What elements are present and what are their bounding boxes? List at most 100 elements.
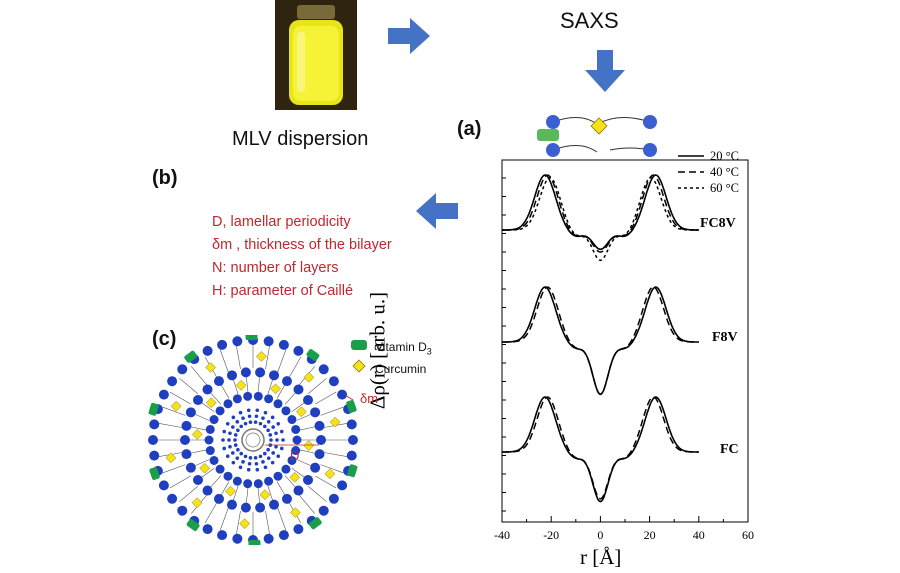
headgroup [243, 391, 253, 401]
headgroup [293, 524, 304, 535]
inner-headgroup [255, 408, 260, 413]
legend-dashed-swatch [678, 171, 704, 173]
headgroup [255, 367, 266, 378]
headgroup [202, 345, 213, 356]
headgroup [291, 446, 301, 456]
headgroup [348, 435, 358, 445]
lipid-tail [204, 502, 218, 524]
lipid-tail [169, 391, 191, 405]
curcumin-marker [205, 397, 217, 409]
inner-headgroup [233, 433, 238, 437]
curcumin-label: Curcumin [375, 362, 427, 376]
vitamin-marker [346, 400, 357, 413]
inner-headgroup [271, 451, 275, 455]
vesicle-legend-icons [351, 340, 367, 373]
headgroup [281, 464, 291, 474]
headgroup [269, 370, 280, 381]
curve-fc-40 [502, 396, 699, 500]
vitamin-marker [347, 464, 358, 478]
curcumin-icon [590, 117, 608, 135]
curcumin-marker [256, 351, 267, 362]
inner-headgroup [241, 416, 245, 420]
vitamin-subscript: 3 [426, 346, 432, 357]
lipid-tail [265, 510, 270, 535]
lipid-tail [307, 486, 327, 502]
property-item: δm , thickness of the bilayer [212, 237, 392, 253]
headgroup [293, 384, 304, 395]
lipid-tail [315, 391, 337, 405]
headgroup [291, 424, 301, 434]
lipid-tail [315, 475, 337, 489]
headgroup [240, 367, 251, 378]
inner-headgroup [266, 428, 270, 433]
lipid-tail [265, 345, 270, 370]
inner-headgroup [228, 444, 232, 449]
lipid-tail [162, 406, 186, 416]
lipid-tail [162, 464, 186, 474]
curcumin-marker [270, 383, 281, 395]
headgroup [226, 370, 237, 381]
dm-label: δm [360, 391, 379, 406]
lipid-tail [158, 423, 183, 428]
headgroup [214, 376, 224, 387]
inner-headgroup [231, 415, 236, 420]
headgroup [192, 395, 203, 406]
chart-curves [502, 174, 699, 503]
vitamin-marker [148, 402, 159, 416]
inner-headgroup [274, 444, 278, 449]
lipid-tail [236, 345, 241, 370]
headgroup [167, 493, 178, 504]
group-label-fc8v: FC8V [700, 216, 736, 231]
headgroup [293, 485, 304, 496]
headgroup [314, 420, 325, 431]
headgroup [149, 450, 160, 461]
inner-headgroup [255, 467, 260, 472]
inner-headgroup [262, 451, 267, 456]
headgroup [269, 499, 280, 510]
headgroup [346, 419, 357, 430]
headgroup [217, 530, 228, 541]
vitamin-text: Vitamin D [375, 340, 427, 354]
headgroup [263, 533, 274, 544]
inner-headgroup [248, 456, 253, 460]
headgroup [215, 406, 225, 416]
headgroup [328, 376, 339, 387]
headgroup [318, 364, 329, 375]
curcumin-marker [191, 497, 203, 509]
legend-item: 20 °C [678, 148, 739, 164]
headgroup [185, 462, 196, 473]
property-list: D, lamellar periodicity δm , thickness o… [212, 211, 392, 303]
headgroup [202, 524, 213, 535]
lipid-tail [307, 378, 327, 394]
inner-headgroup [266, 420, 271, 424]
inner-headgroup [235, 420, 240, 424]
curcumin-marker [205, 362, 217, 373]
inner-headgroup [248, 420, 253, 424]
headgroup [205, 424, 215, 434]
headgroup [281, 406, 291, 416]
curcumin-marker [165, 452, 177, 464]
inner-headgroup [246, 467, 251, 472]
lipid-tail [299, 494, 315, 514]
vitamin-marker [248, 539, 261, 545]
vitamin-marker [306, 349, 320, 361]
headgroup [303, 395, 314, 406]
inner-headgroup [227, 438, 231, 442]
dm-measure-line [344, 394, 354, 401]
inner-core-ring [245, 432, 261, 448]
curve-fc8v-40 [502, 174, 699, 253]
legend-dotted-swatch [678, 187, 704, 189]
inner-headgroup [228, 431, 232, 436]
headgroup [264, 476, 274, 486]
lipid-tail [236, 510, 241, 535]
inner-headgroup [239, 451, 244, 456]
headgroup [318, 505, 329, 516]
lipid-tail [288, 356, 302, 378]
headgroup [149, 419, 160, 430]
property-item: N: number of layers [212, 260, 339, 276]
inner-headgroup [258, 421, 263, 426]
group-label-fc: FC [720, 442, 739, 457]
curcumin-marker [289, 471, 301, 483]
x-tick-label: 20 [643, 528, 656, 542]
